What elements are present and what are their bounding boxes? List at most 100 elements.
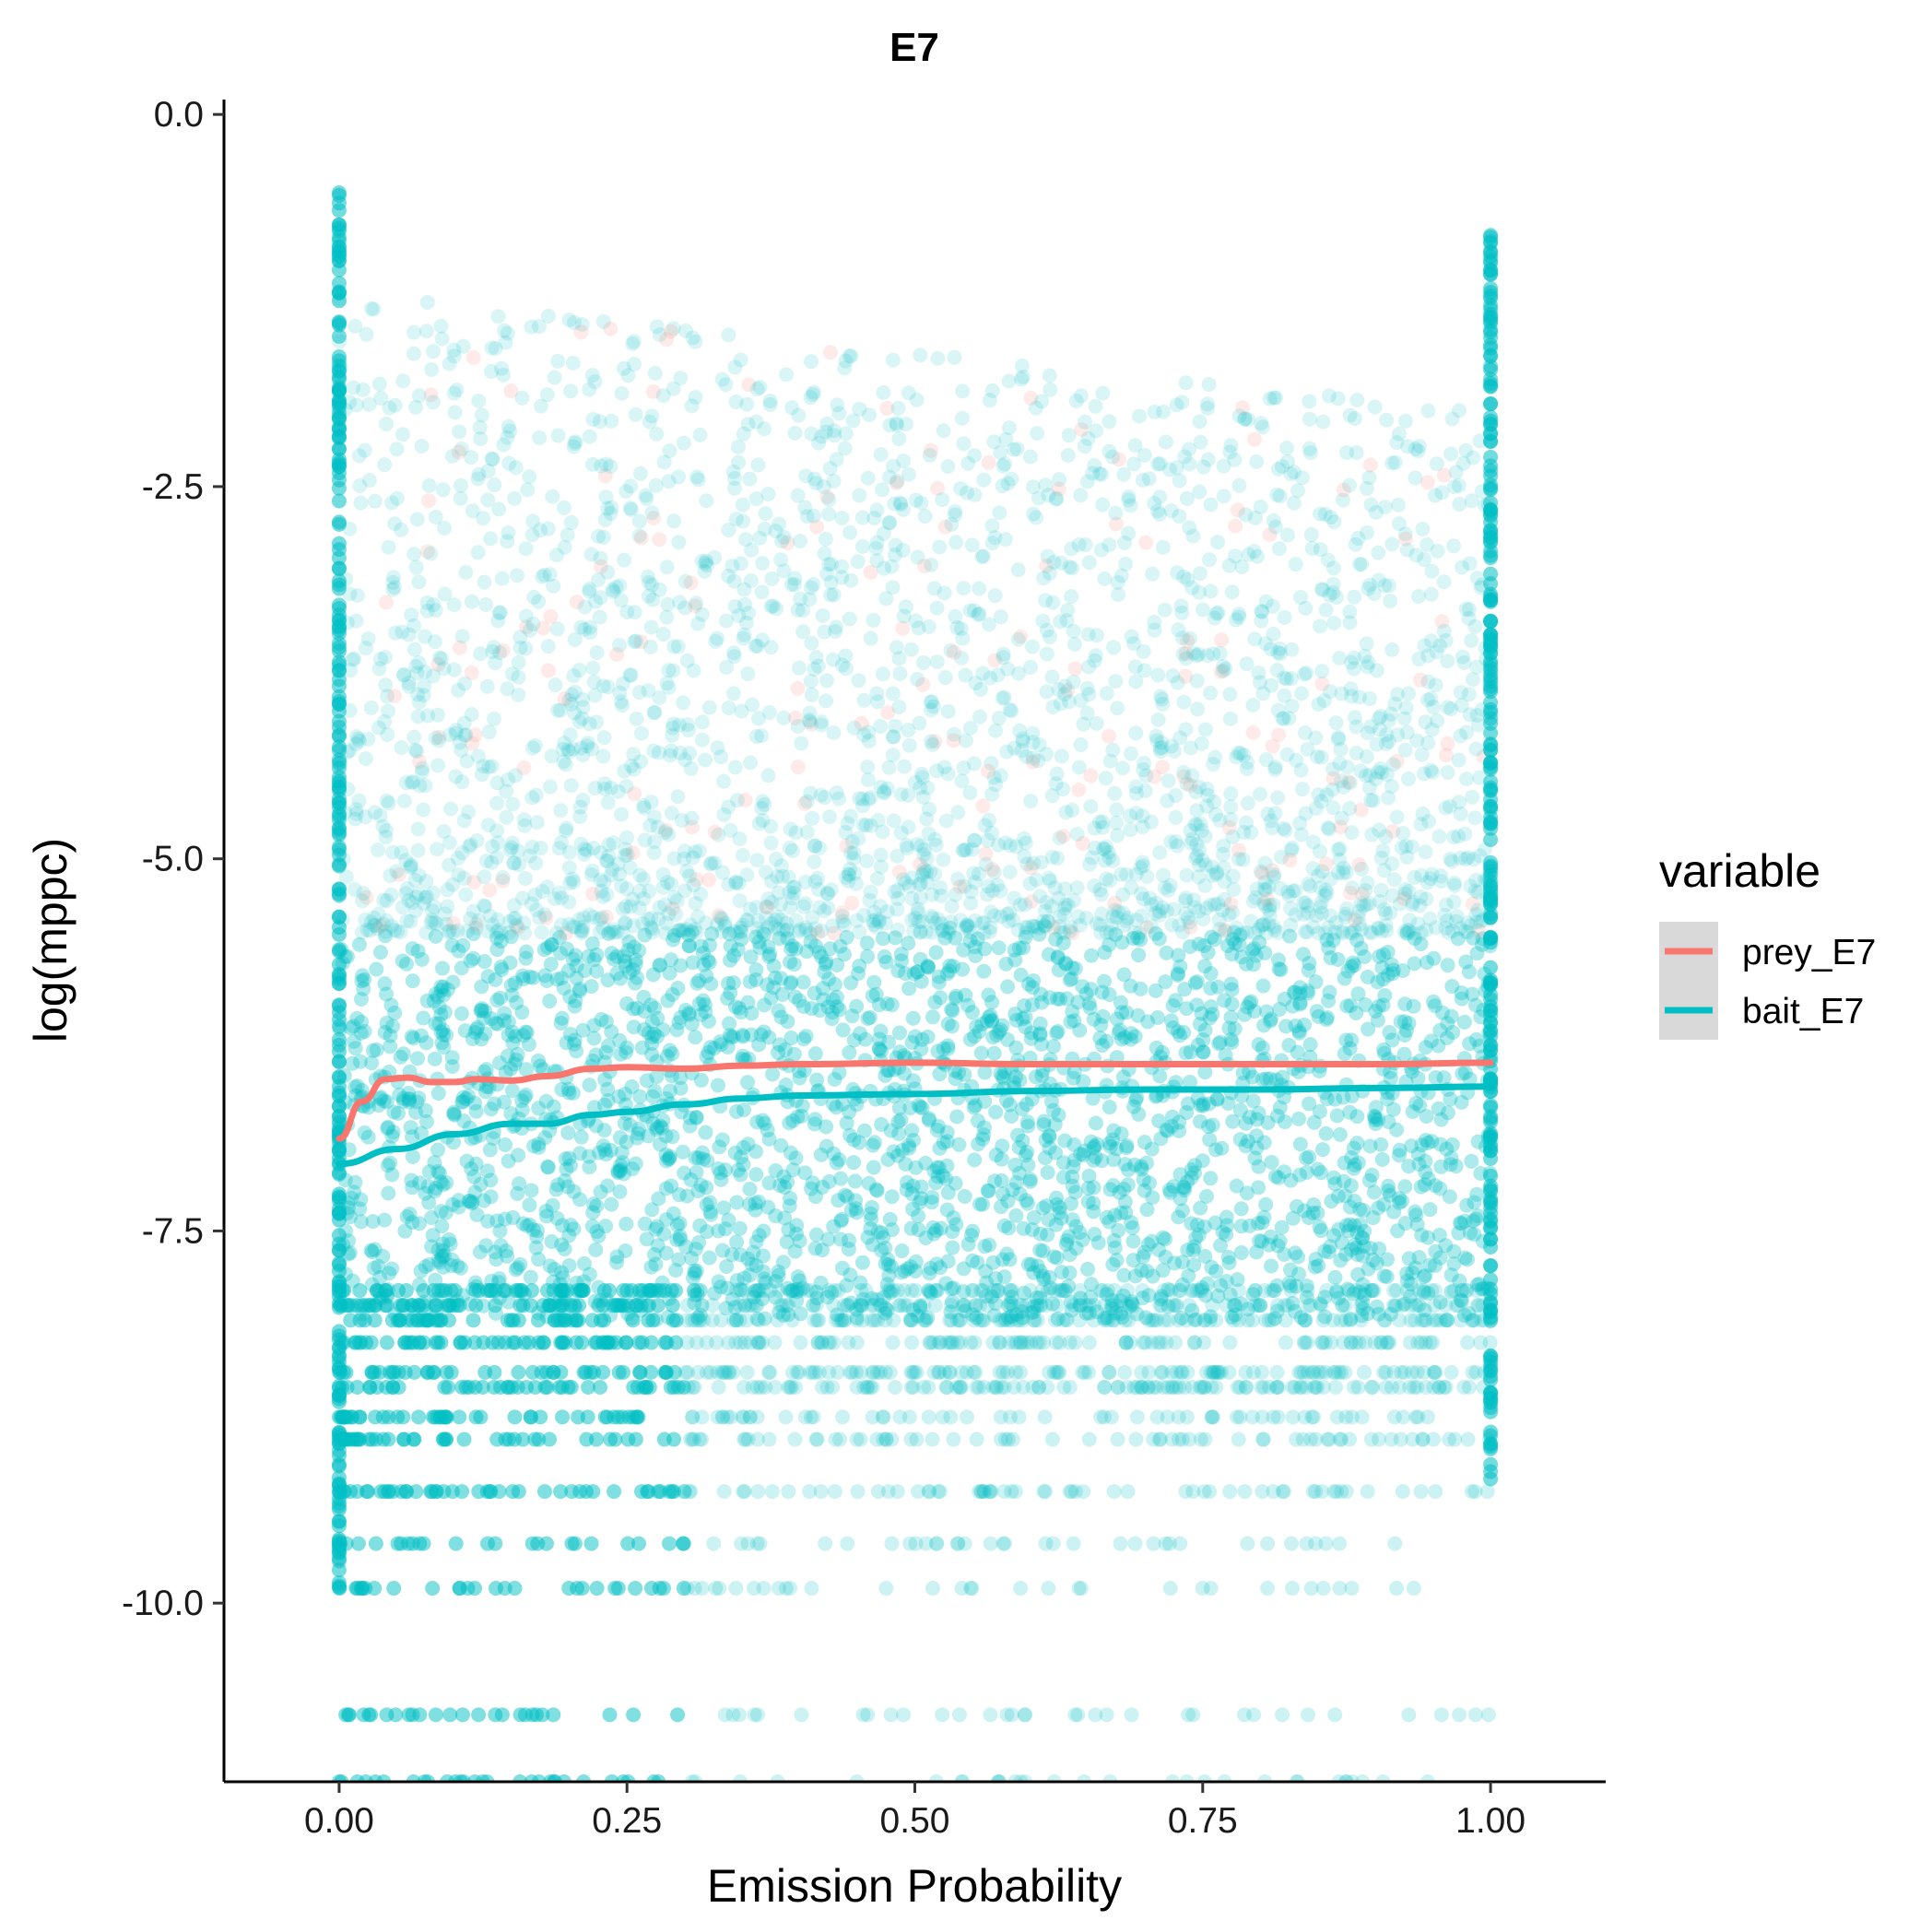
scatter-point — [1019, 1114, 1035, 1130]
scatter-point — [1389, 1122, 1405, 1137]
scatter-point — [1255, 419, 1270, 435]
scatter-point — [1350, 986, 1366, 1002]
scatter-point — [1019, 1097, 1034, 1113]
scatter-point — [1129, 1090, 1145, 1105]
scatter-point — [474, 1003, 489, 1019]
scatter-point — [1432, 1022, 1448, 1038]
scatter-point — [1128, 725, 1144, 741]
scatter-point — [731, 1000, 747, 1016]
scatter-point — [1444, 979, 1460, 995]
scatter-point — [1418, 1040, 1433, 1055]
scatter-point — [603, 321, 618, 336]
scatter-point — [387, 625, 403, 641]
scatter-point — [685, 1270, 701, 1286]
scatter-point — [424, 903, 440, 919]
scatter-point — [442, 1231, 457, 1247]
scatter-point — [471, 466, 487, 482]
scatter-point — [1126, 1099, 1142, 1114]
scatter-point — [936, 423, 951, 439]
scatter-point — [736, 1139, 751, 1155]
scatter-point — [418, 890, 433, 906]
scatter-point — [1125, 1253, 1141, 1268]
scatter-point — [958, 667, 973, 683]
scatter-point — [1420, 403, 1436, 418]
scatter-point — [1268, 1072, 1284, 1088]
scatter-point — [890, 400, 906, 416]
scatter-point — [1180, 571, 1196, 587]
scatter-point — [1457, 1213, 1473, 1229]
scatter-point — [955, 630, 971, 646]
scatter-point — [1107, 1240, 1123, 1255]
scatter-point — [459, 753, 475, 769]
scatter-point — [904, 1186, 920, 1202]
scatter-point — [577, 962, 593, 978]
scatter-point — [546, 1099, 561, 1114]
scatter-point — [1136, 891, 1151, 907]
scatter-point — [777, 1210, 793, 1226]
scatter-point — [416, 1010, 431, 1026]
scatter-point — [666, 927, 682, 943]
scatter-point — [897, 1263, 913, 1278]
scatter-point — [671, 535, 687, 550]
scatter-point — [633, 530, 649, 546]
scatter-point — [423, 546, 439, 561]
scatter-point — [433, 1204, 449, 1219]
scatter-point — [1456, 655, 1472, 671]
scatter-point — [454, 960, 469, 976]
scatter-point — [956, 760, 972, 776]
scatter-point — [1282, 928, 1298, 944]
scatter-point — [1438, 632, 1454, 648]
scatter-point — [481, 724, 497, 740]
scatter-point — [1353, 940, 1369, 956]
scatter-point — [1426, 950, 1442, 966]
scatter-point — [588, 1242, 604, 1257]
scatter-point — [599, 887, 615, 902]
scatter-point — [991, 940, 1007, 956]
scatter-point — [742, 1267, 758, 1283]
scatter-point — [983, 670, 998, 686]
scatter-point — [751, 1228, 767, 1243]
scatter-point — [819, 886, 835, 901]
scatter-point — [1049, 766, 1065, 782]
scatter-point — [748, 1258, 764, 1274]
scatter-point — [582, 429, 597, 444]
scatter-point — [846, 1155, 862, 1171]
scatter-point — [1086, 1152, 1101, 1168]
scatter-point — [1196, 1098, 1211, 1113]
scatter-point — [1265, 598, 1280, 614]
scatter-point — [505, 796, 521, 812]
scatter-point — [1350, 530, 1366, 546]
scatter-point — [1042, 368, 1057, 383]
scatter-point — [714, 911, 730, 926]
scatter-point — [728, 1104, 744, 1120]
scatter-point — [1152, 844, 1168, 860]
scatter-point — [1321, 1244, 1337, 1260]
scatter-point — [820, 900, 836, 915]
scatter-point — [713, 1034, 728, 1050]
scatter-point — [995, 1252, 1010, 1267]
scatter-point — [1454, 1216, 1469, 1231]
scatter-point — [377, 1025, 393, 1041]
scatter-point — [987, 1173, 1003, 1189]
scatter-point — [377, 976, 393, 992]
scatter-point — [487, 1096, 502, 1112]
scatter-point — [1086, 1140, 1101, 1156]
scatter-point — [1466, 1213, 1481, 1229]
scatter-point — [1057, 955, 1073, 971]
scatter-point — [885, 748, 901, 763]
scatter-point — [1363, 497, 1379, 512]
scatter-point — [1160, 773, 1176, 789]
scatter-point — [1229, 1178, 1244, 1194]
scatter-point — [478, 1238, 494, 1254]
scatter-point — [613, 878, 629, 894]
scatter-point — [1139, 1263, 1155, 1278]
scatter-point — [862, 407, 878, 423]
scatter-point — [617, 953, 632, 969]
scatter-point — [928, 1175, 944, 1191]
scatter-point — [1221, 558, 1237, 573]
scatter-point — [979, 1013, 995, 1029]
scatter-point — [471, 393, 487, 408]
scatter-point — [455, 1090, 471, 1105]
scatter-point — [1108, 1305, 1124, 1321]
